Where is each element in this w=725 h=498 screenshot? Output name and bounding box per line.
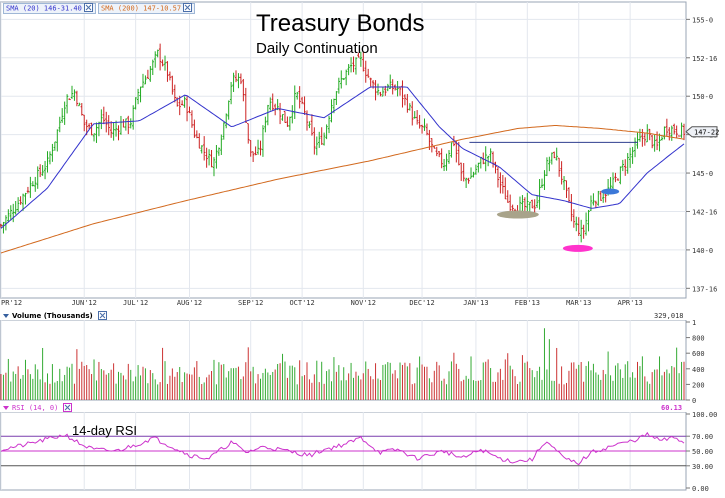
date-axis: PR'12 JUN'12 JUL'12 AUG'12 SEP'12 OCT'12 NOV'1…: [1, 299, 643, 307]
last-price-tag: [685, 126, 718, 138]
rsi-annotation: 14-day RSI: [72, 423, 138, 438]
sma200-line: [0, 125, 685, 254]
mar-low-marker: [562, 244, 593, 252]
volume-tick-label: 1: [692, 320, 696, 327]
rsi-last-value: 60.13: [661, 404, 683, 412]
date-tick-label: PR'12: [1, 299, 22, 307]
rsi-tick-label: 100.00: [692, 412, 717, 419]
rsi-tick-label: 0.00: [692, 485, 709, 493]
collapse-triangle-icon[interactable]: [3, 314, 9, 318]
volume-plot-frame: [0, 320, 687, 401]
price-vertical-grid: [0, 2, 631, 298]
price-tick-label: 140-0: [692, 247, 713, 255]
rsi-tick-label: 50.00: [692, 448, 713, 456]
date-tick-label: NOV'12: [351, 299, 376, 307]
price-tick-label: 150-0: [692, 93, 713, 101]
rsi-header[interactable]: RSI (14, 0): [3, 402, 73, 413]
date-tick-label: AUG'12: [177, 299, 202, 307]
date-tick-label: FEB'13: [515, 299, 540, 307]
price-tick-label: 142-16: [692, 208, 717, 216]
chart-title: Treasury Bonds: [256, 10, 425, 37]
volume-tick-label: 200: [692, 381, 705, 389]
feb-low-marker: [496, 210, 539, 219]
sma20-legend-text: SMA (20) 146-31.40: [6, 4, 82, 13]
highlight-markers: [496, 188, 620, 252]
sma20-legend[interactable]: SMA (20) 146-31.40: [3, 3, 96, 14]
collapse-triangle-icon[interactable]: [3, 406, 9, 410]
rsi-tick-label: 70.00: [692, 433, 713, 441]
sma200-legend[interactable]: SMA (200) 147-10.57: [98, 3, 196, 14]
close-icon[interactable]: [83, 3, 93, 12]
last-price-marker: 147-22: [685, 126, 719, 138]
price-chart: 155-0152-16150-0147-16145-0142-16140-013…: [0, 1, 719, 307]
date-tick-label: OCT'12: [289, 299, 314, 307]
price-tick-label: 145-0: [692, 170, 713, 178]
volume-title: Volume (Thousands): [12, 312, 93, 320]
apr-marker: [601, 188, 620, 195]
volume-tick-label: 800: [692, 335, 705, 343]
chart-subtitle: Daily Continuation: [256, 40, 378, 57]
volume-axis: 1 800 600 400 200 0: [686, 320, 705, 405]
volume-tick-label: 0: [692, 397, 696, 405]
date-tick-label: JUL'12: [123, 299, 148, 307]
date-tick-label: JAN'13: [463, 299, 488, 307]
close-icon[interactable]: [97, 310, 107, 320]
rsi-tick-label: 30.00: [692, 463, 713, 471]
volume-last-value: 329,018: [654, 312, 684, 320]
price-tick-label: 152-16: [692, 55, 717, 63]
rsi-axis: 100.00 70.00 50.00 30.00 0.00: [1, 412, 717, 493]
candles-series: [0, 43, 686, 243]
date-tick-label: DEC'12: [409, 299, 434, 307]
date-tick-label: SEP'12: [238, 299, 263, 307]
price-tick-label: 155-0: [692, 16, 713, 24]
price-tick-label: 137-16: [692, 285, 717, 293]
volume-bars: [0, 328, 685, 400]
date-tick-label: JUN'12: [72, 299, 97, 307]
volume-tick-label: 600: [692, 350, 705, 358]
rsi-title: RSI (14, 0): [12, 404, 59, 412]
sma200-legend-text: SMA (200) 147-10.57: [101, 4, 182, 13]
price-axis: 155-0152-16150-0147-16145-0142-16140-013…: [686, 16, 717, 293]
volume-header[interactable]: Volume (Thousands): [3, 310, 107, 321]
date-tick-label: APR'13: [617, 299, 642, 307]
close-icon[interactable]: [63, 402, 73, 412]
rsi-line: [0, 431, 685, 466]
rsi-chart: 100.00 70.00 50.00 30.00 0.00: [0, 412, 717, 493]
date-tick-label: MAR'13: [566, 299, 591, 307]
sma20-line: [0, 86, 685, 229]
volume-chart: 1 800 600 400 200 0: [0, 320, 705, 405]
volume-tick-label: 400: [692, 366, 705, 374]
close-icon[interactable]: [183, 3, 193, 12]
last-price-label: 147-22: [694, 129, 719, 137]
